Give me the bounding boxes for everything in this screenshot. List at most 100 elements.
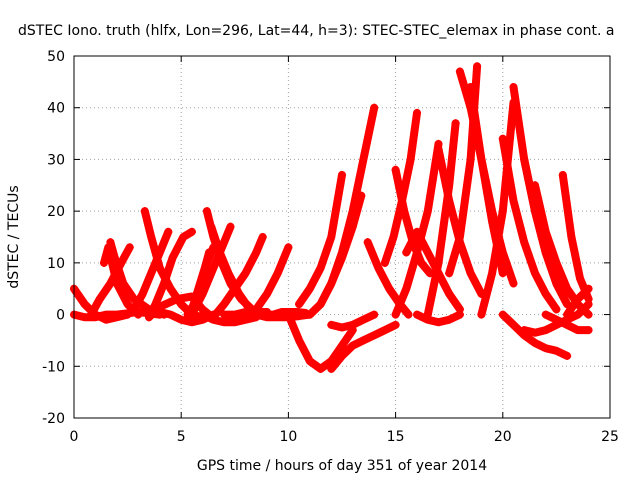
data-point-marker — [466, 83, 475, 92]
data-point-marker — [164, 227, 173, 236]
data-point-marker — [563, 351, 572, 360]
data-point-marker — [498, 134, 507, 143]
series-line-33 — [423, 119, 460, 319]
data-point-marker — [509, 279, 518, 288]
data-point-marker — [205, 248, 214, 257]
axis-ticks: 0 5 10 15 20 25 -20 -10 0 10 20 30 40 50 — [42, 49, 619, 445]
series-line-32 — [413, 310, 464, 327]
data-point-marker — [402, 248, 411, 257]
x-tick-label: 20 — [494, 429, 512, 445]
series-line-21 — [284, 310, 357, 373]
series-line-18 — [241, 243, 293, 319]
data-point-marker — [202, 207, 211, 216]
data-point-marker — [134, 310, 143, 319]
data-point-marker — [284, 243, 293, 252]
data-point-marker — [140, 207, 149, 216]
data-point-marker — [423, 310, 432, 319]
data-point-marker — [327, 364, 336, 373]
data-point-marker — [520, 155, 529, 164]
data-point-marker — [584, 300, 593, 309]
x-tick-label: 25 — [601, 429, 619, 445]
series-line-26 — [327, 310, 379, 332]
data-point-marker — [541, 310, 550, 319]
data-point-marker — [125, 243, 134, 252]
y-tick-label: -10 — [42, 359, 65, 375]
data-point-marker — [413, 108, 422, 117]
series-line-11 — [187, 248, 214, 314]
data-point-marker — [258, 233, 267, 241]
data-point-marker — [295, 300, 304, 309]
data-point-marker — [455, 310, 464, 319]
data-point-marker — [498, 310, 507, 319]
data-point-marker — [145, 313, 154, 322]
series-line-20 — [263, 308, 310, 319]
series-line-25 — [327, 320, 400, 373]
series-line-47 — [563, 284, 593, 319]
series-line-44 — [498, 310, 572, 360]
data-point-marker — [584, 326, 593, 335]
series-line-45 — [520, 300, 593, 337]
data-point-marker — [509, 83, 518, 92]
data-point-marker — [363, 238, 372, 247]
y-tick-label: 40 — [47, 101, 65, 117]
data-point-marker — [391, 165, 400, 174]
data-point-marker — [316, 300, 325, 309]
data-point-marker — [552, 305, 561, 314]
data-point-marker — [391, 310, 400, 319]
data-point-marker — [451, 119, 460, 128]
series-line-42 — [531, 181, 593, 319]
y-tick-label: -20 — [42, 411, 65, 427]
series-line-14 — [187, 222, 235, 319]
data-point-marker — [563, 310, 572, 319]
series-line-24 — [316, 103, 379, 309]
data-point-marker — [198, 310, 207, 319]
series-line-46 — [541, 310, 593, 335]
data-point-marker — [284, 310, 293, 319]
data-point-marker — [207, 222, 216, 231]
series-line-30 — [391, 139, 443, 319]
data-point-marker — [370, 310, 379, 319]
data-point-marker — [477, 310, 486, 319]
data-point-marker — [226, 222, 235, 231]
chart-title: dSTEC Iono. truth (hlfx, Lon=296, Lat=44… — [18, 23, 615, 39]
data-point-marker — [498, 269, 507, 278]
series-line-16 — [211, 233, 267, 319]
data-point-marker — [252, 310, 261, 319]
series-line-37 — [466, 83, 518, 288]
data-point-marker — [404, 310, 413, 319]
y-axis-label: dSTEC / TECUs — [6, 185, 22, 288]
data-point-marker — [220, 310, 229, 319]
x-tick-label: 5 — [177, 429, 186, 445]
data-point-marker — [130, 305, 139, 314]
x-tick-label: 10 — [279, 429, 297, 445]
data-point-marker — [455, 67, 464, 76]
data-point-marker — [584, 284, 593, 293]
data-point-marker — [305, 310, 314, 319]
x-tick-label: 0 — [70, 429, 79, 445]
data-point-marker — [187, 227, 196, 236]
data-point-marker — [155, 307, 164, 316]
data-point-marker — [558, 170, 567, 179]
series-line-5 — [130, 227, 173, 314]
data-point-marker — [262, 310, 271, 319]
data-point-marker — [413, 310, 422, 319]
data-point-marker — [211, 310, 220, 319]
series-line-22 — [295, 170, 346, 309]
y-tick-label: 0 — [56, 308, 65, 324]
data-point-marker — [100, 258, 109, 267]
data-point-marker — [391, 320, 400, 329]
y-tick-label: 50 — [47, 49, 65, 65]
y-tick-label: 20 — [47, 204, 65, 220]
data-point-marker — [380, 258, 389, 267]
x-axis-label: GPS time / hours of day 351 of year 2014 — [197, 458, 487, 474]
data-point-marker — [241, 310, 250, 319]
series-line-7 — [145, 227, 196, 322]
y-tick-label: 30 — [47, 152, 65, 168]
data-point-marker — [327, 320, 336, 329]
series-line-15 — [198, 310, 261, 327]
data-point-marker — [370, 103, 379, 112]
series-line-39 — [498, 134, 561, 314]
series-line-41 — [520, 155, 572, 309]
series-group — [70, 62, 593, 373]
